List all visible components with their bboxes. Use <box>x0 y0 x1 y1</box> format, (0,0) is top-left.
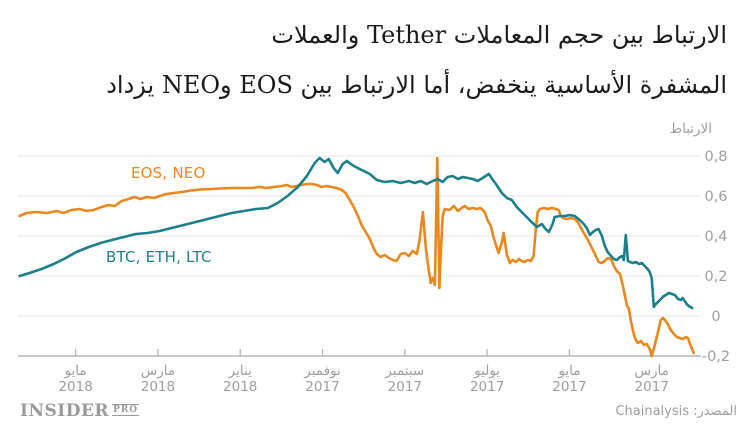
x-tick-year-label: 2018 <box>141 379 175 395</box>
x-tick-year-label: 2017 <box>305 379 339 395</box>
x-tick-month-label: مايو <box>557 363 580 379</box>
chart-title: الارتباط بين حجم المعاملات Tether والعمل… <box>20 10 727 110</box>
series-line-eos-neo <box>18 156 696 358</box>
x-tick-month-label: نوفمبر <box>303 363 341 379</box>
y-tick-label: 0,8 <box>704 149 727 165</box>
logo-name: INSIDER <box>20 401 110 421</box>
chart-title-line1: الارتباط بين حجم المعاملات Tether والعمل… <box>271 21 727 49</box>
source-credit: المصدر: Chainalysis <box>615 404 737 419</box>
x-tick-year-label: 2017 <box>388 379 422 395</box>
chart-title-line2: المشفرة الأساسية ينخفض، أما الارتباط بين… <box>106 71 727 99</box>
x-tick-month-label: مارس <box>141 363 175 379</box>
insider-pro-logo: INSIDER PRO <box>20 401 140 421</box>
y-axis-title: الارتباط <box>669 121 712 137</box>
x-tick-year-label: 2018 <box>58 379 92 395</box>
series-line-btc-eth-ltc <box>18 156 694 310</box>
logo-pro-badge: PRO <box>112 404 140 416</box>
series-label-btc-eth-ltc: BTC, ETH, LTC <box>106 248 212 266</box>
x-tick-month-label: مايو <box>64 363 87 379</box>
x-tick-month-label: يوليو <box>473 363 500 379</box>
x-tick-month-label: سبتمبر <box>384 363 424 379</box>
x-tick-year-label: 2017 <box>552 379 586 395</box>
x-tick-year-label: 2018 <box>223 379 257 395</box>
y-tick-label: -0,2 <box>702 349 730 365</box>
series-label-eos-neo: EOS, NEO <box>131 164 206 182</box>
y-tick-label: 0 <box>711 309 720 325</box>
x-tick-year-label: 2017 <box>635 379 669 395</box>
x-tick-year-label: 2017 <box>470 379 504 395</box>
x-tick-month-label: مارس <box>635 363 669 379</box>
y-tick-label: 0,6 <box>704 189 727 205</box>
y-tick-label: 0,4 <box>704 229 727 245</box>
x-tick-month-label: يناير <box>228 363 252 379</box>
y-tick-label: 0,2 <box>704 269 727 285</box>
